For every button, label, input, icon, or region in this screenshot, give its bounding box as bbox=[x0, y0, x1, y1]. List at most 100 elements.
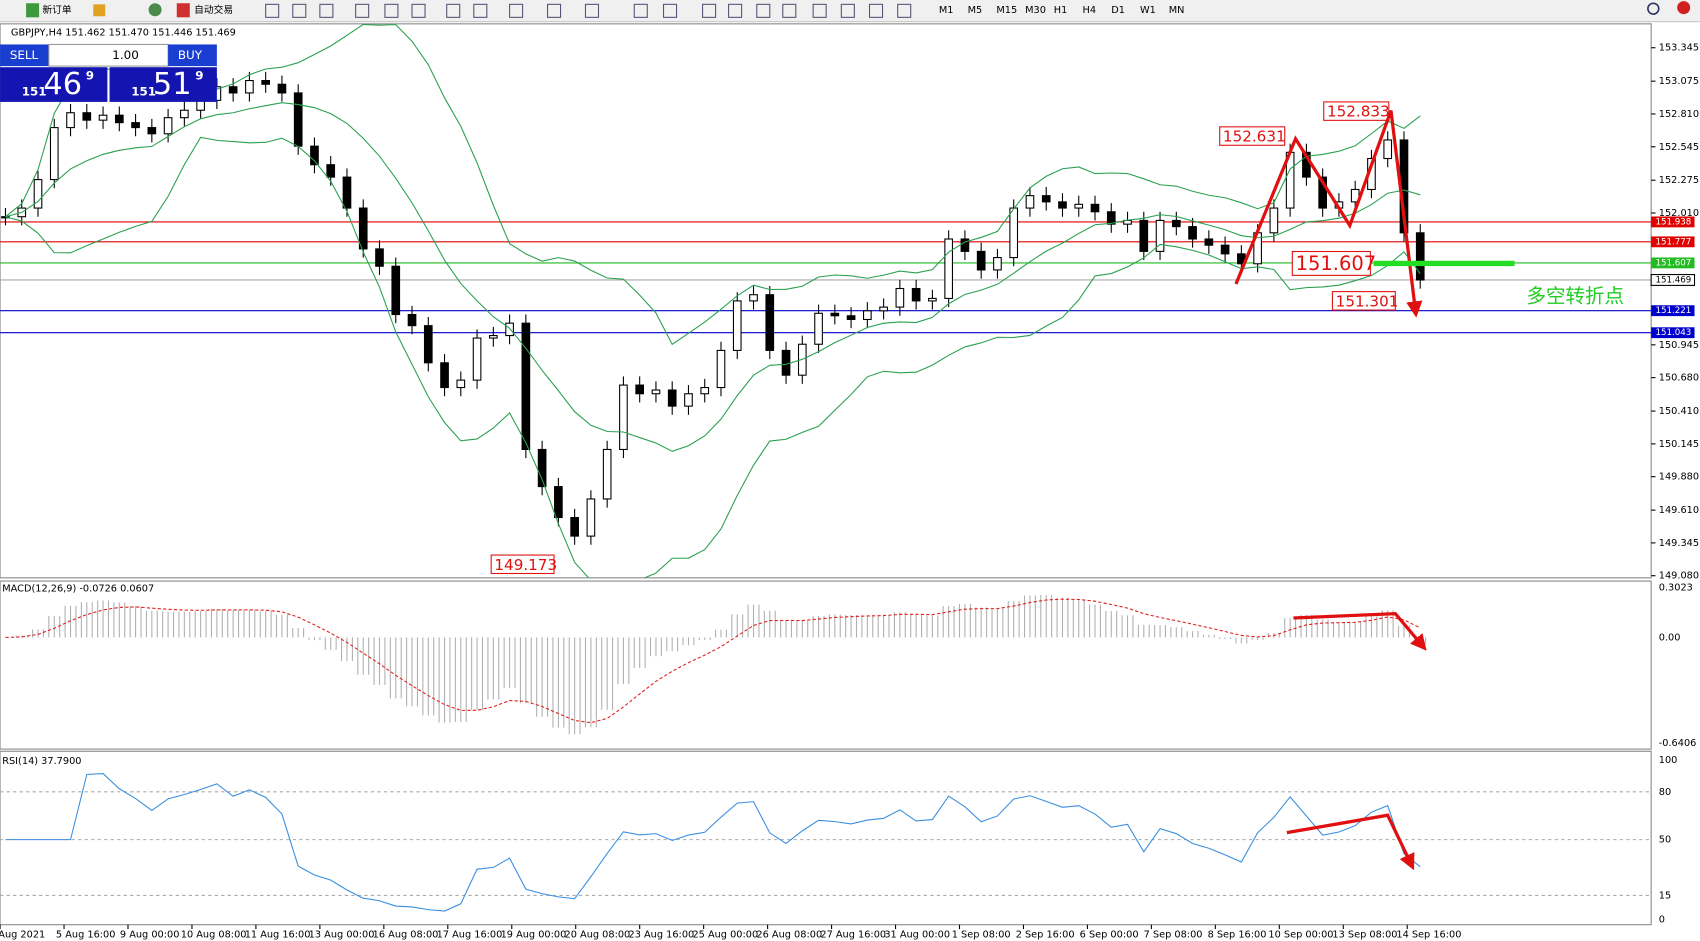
candle-body bbox=[1041, 195, 1051, 203]
alert-icon[interactable] bbox=[1677, 1, 1691, 15]
macd-panel bbox=[0, 580, 1652, 750]
chart-header: GBPJPY,H4 151.462 151.470 151.446 151.46… bbox=[11, 28, 236, 39]
annotation: 151.607 bbox=[1296, 252, 1377, 275]
x-tick-label: 31 Aug 00:00 bbox=[884, 929, 950, 940]
y-tick-label: 149.610 bbox=[1659, 505, 1699, 516]
candle-body bbox=[98, 114, 108, 121]
candle-body bbox=[667, 389, 677, 407]
buy-button[interactable] bbox=[168, 44, 217, 67]
tool-icon[interactable] bbox=[840, 3, 855, 18]
tool-icon[interactable] bbox=[782, 3, 797, 18]
bollinger-band bbox=[5, 136, 1421, 578]
candle-body bbox=[700, 387, 710, 395]
tool-icon[interactable] bbox=[812, 3, 827, 18]
auto-trading-button[interactable]: 自动交易 bbox=[194, 3, 233, 16]
bollinger-band bbox=[5, 23, 1421, 346]
candle-body bbox=[49, 127, 59, 181]
candle-body bbox=[1415, 232, 1425, 281]
ask-box[interactable] bbox=[109, 67, 217, 102]
candle-body bbox=[131, 122, 140, 129]
lot-field[interactable] bbox=[48, 43, 169, 67]
period-button[interactable]: M30 bbox=[1025, 5, 1046, 16]
candle-body bbox=[554, 486, 563, 519]
candle-body bbox=[293, 92, 303, 147]
candle-body bbox=[1106, 211, 1116, 225]
tool-icon[interactable] bbox=[355, 3, 370, 18]
period-button[interactable]: D1 bbox=[1111, 5, 1125, 16]
candle-body bbox=[1188, 226, 1197, 240]
tool-icon[interactable] bbox=[292, 3, 307, 18]
candle-body bbox=[911, 287, 921, 302]
rsi-label: RSI(14) 37.7900 bbox=[2, 756, 81, 767]
candle-body bbox=[180, 109, 189, 119]
tool-icon[interactable] bbox=[319, 3, 334, 18]
sell-label[interactable]: SELL bbox=[10, 48, 39, 62]
tool-icon[interactable] bbox=[868, 3, 884, 18]
annotation: 多空转折点 bbox=[1526, 285, 1624, 308]
period-button[interactable]: H1 bbox=[1054, 5, 1068, 16]
candle-body bbox=[863, 310, 872, 321]
sell-button[interactable] bbox=[0, 44, 49, 67]
x-tick-label: 14 Sep 16:00 bbox=[1396, 929, 1461, 940]
candle-body bbox=[830, 312, 840, 317]
y-tick-label: 0.00 bbox=[1659, 632, 1681, 643]
tool-icon[interactable] bbox=[384, 3, 399, 18]
period-button[interactable]: M15 bbox=[996, 5, 1017, 16]
period-button[interactable]: M1 bbox=[939, 5, 954, 16]
tool-icon[interactable] bbox=[148, 3, 162, 17]
tool-icon[interactable] bbox=[756, 3, 771, 18]
new-order-button[interactable]: 新订单 bbox=[42, 3, 71, 16]
tool-icon[interactable] bbox=[473, 3, 488, 18]
tool-icon[interactable] bbox=[411, 3, 426, 18]
tool-icon[interactable] bbox=[265, 3, 280, 18]
candle-body bbox=[765, 294, 775, 351]
candle-body bbox=[1318, 176, 1328, 209]
x-tick-label: 9 Aug 00:00 bbox=[120, 929, 180, 940]
x-tick-label: 5 Aug 16:00 bbox=[56, 929, 116, 940]
annotation-box bbox=[1323, 101, 1390, 121]
search-icon[interactable] bbox=[1647, 2, 1660, 15]
bid-prefix: 151 bbox=[22, 85, 47, 99]
candle-body bbox=[423, 325, 433, 364]
period-button[interactable]: MN bbox=[1169, 5, 1185, 16]
tool-icon[interactable] bbox=[584, 3, 600, 18]
x-tick-label: 25 Aug 00:00 bbox=[692, 929, 758, 940]
candle-body bbox=[846, 315, 856, 321]
tool-icon[interactable] bbox=[897, 3, 912, 18]
period-button[interactable]: H4 bbox=[1083, 5, 1097, 16]
buy-label[interactable]: BUY bbox=[178, 48, 203, 62]
lot-value[interactable]: 1.00 bbox=[112, 48, 139, 62]
macd-plot bbox=[5, 594, 1427, 735]
new-order-icon bbox=[26, 3, 40, 18]
candle-body bbox=[879, 306, 888, 312]
tool-icon[interactable] bbox=[546, 3, 562, 18]
tool-icon[interactable] bbox=[662, 3, 678, 18]
y-tick-label: 152.010 bbox=[1659, 208, 1699, 219]
bid-box[interactable] bbox=[0, 67, 108, 102]
tool-icon[interactable] bbox=[509, 3, 524, 18]
tool-icon[interactable] bbox=[446, 3, 461, 18]
tool-icon[interactable] bbox=[633, 3, 648, 18]
candle-body bbox=[163, 117, 173, 135]
candle-body bbox=[505, 322, 514, 337]
tool-icon[interactable] bbox=[93, 4, 106, 17]
candle-body bbox=[732, 300, 742, 351]
tool-icon[interactable] bbox=[728, 3, 743, 18]
tool-icon[interactable] bbox=[702, 3, 717, 18]
trend-arrow bbox=[1234, 110, 1423, 318]
y-tick-label: 150.680 bbox=[1659, 373, 1699, 384]
candle-body bbox=[619, 384, 628, 450]
level-tag bbox=[1651, 236, 1695, 248]
x-tick-label: 2 Sep 16:00 bbox=[1016, 929, 1075, 940]
candle-body bbox=[66, 112, 75, 129]
candle-body bbox=[635, 384, 645, 395]
period-button[interactable]: W1 bbox=[1140, 5, 1156, 16]
candle-body bbox=[261, 80, 271, 85]
y-tick-label: 149.880 bbox=[1659, 472, 1699, 483]
annotation: 152.833 bbox=[1327, 103, 1390, 121]
period-button[interactable]: M5 bbox=[968, 5, 983, 16]
overlay: 152.631 152.833 151.607 151.301 149.173 多空转折点… bbox=[0, 43, 1624, 871]
y-tick-label: 150.945 bbox=[1659, 340, 1699, 351]
y-tick-label: 80 bbox=[1659, 787, 1671, 798]
